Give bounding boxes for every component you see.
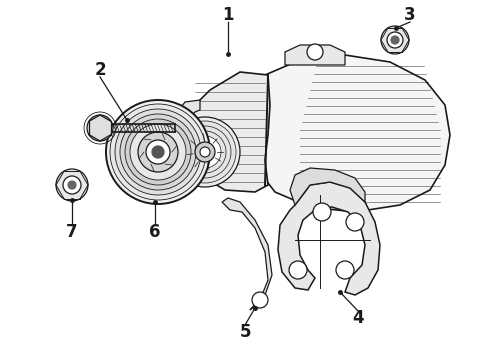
Polygon shape [290, 168, 365, 205]
Circle shape [152, 146, 164, 158]
Circle shape [130, 124, 186, 180]
Circle shape [170, 117, 240, 187]
Circle shape [289, 261, 307, 279]
Circle shape [189, 136, 221, 168]
Polygon shape [255, 55, 450, 212]
Text: 3: 3 [404, 6, 416, 24]
Circle shape [106, 100, 210, 204]
Circle shape [120, 114, 196, 190]
Circle shape [63, 176, 81, 194]
Circle shape [125, 119, 191, 185]
Polygon shape [222, 198, 272, 310]
Text: 5: 5 [239, 323, 251, 341]
Circle shape [336, 261, 354, 279]
Circle shape [185, 125, 195, 135]
Circle shape [195, 142, 215, 162]
Circle shape [146, 140, 170, 164]
Circle shape [180, 120, 200, 140]
Circle shape [179, 126, 231, 178]
Circle shape [174, 121, 236, 183]
Text: 4: 4 [352, 309, 364, 327]
Text: 7: 7 [66, 223, 78, 241]
Circle shape [307, 44, 323, 60]
Text: 1: 1 [222, 6, 234, 24]
Circle shape [387, 32, 403, 48]
Circle shape [252, 292, 268, 308]
Circle shape [200, 147, 210, 157]
Polygon shape [278, 182, 380, 295]
Circle shape [391, 36, 399, 44]
Circle shape [381, 26, 409, 54]
Circle shape [115, 109, 201, 195]
Circle shape [184, 131, 226, 173]
Circle shape [138, 132, 178, 172]
Circle shape [68, 181, 76, 189]
Text: 6: 6 [149, 223, 161, 241]
Circle shape [313, 203, 331, 221]
Polygon shape [188, 72, 270, 192]
Circle shape [110, 104, 206, 200]
Circle shape [87, 115, 113, 141]
Circle shape [346, 213, 364, 231]
Polygon shape [285, 45, 345, 65]
Polygon shape [175, 100, 200, 155]
Text: 2: 2 [94, 61, 106, 79]
Circle shape [56, 169, 88, 201]
